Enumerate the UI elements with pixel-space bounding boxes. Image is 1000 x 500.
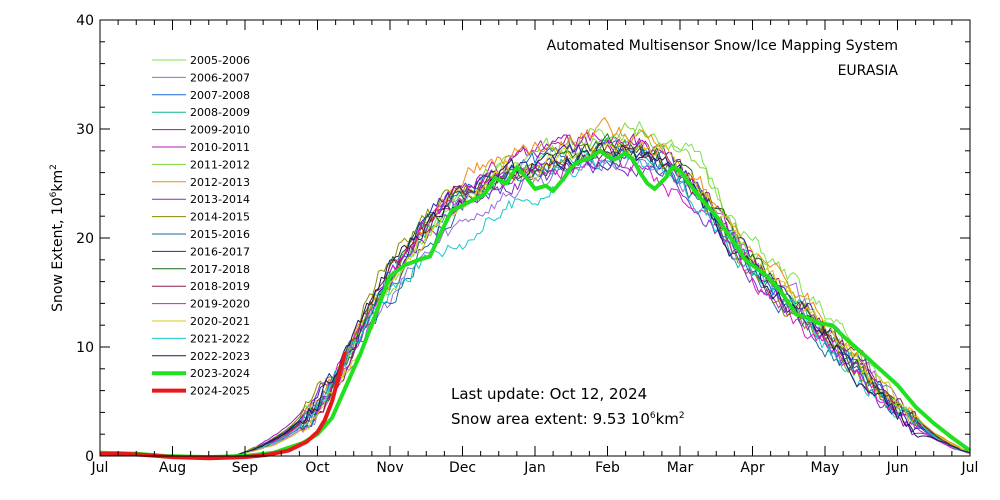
- x-tick-label: Jun: [886, 460, 909, 476]
- snow-area-unit: km: [656, 410, 679, 428]
- legend-label-2005-2006: 2005-2006: [190, 54, 250, 67]
- legend-label-2023-2024: 2023-2024: [190, 367, 250, 380]
- x-tick-label: Nov: [376, 460, 403, 476]
- x-tick-label: Aug: [159, 460, 186, 476]
- legend-label-2020-2021: 2020-2021: [190, 315, 250, 328]
- snow-area-extent-text: Snow area extent: 9.53 106km2: [451, 410, 685, 428]
- legend-label-2013-2014: 2013-2014: [190, 193, 250, 206]
- y-tick-label: 10: [76, 340, 94, 356]
- series-line-2024-2025: [100, 351, 348, 461]
- chart-title: Automated Multisensor Snow/Ice Mapping S…: [547, 38, 898, 54]
- x-tick-label: Sep: [232, 460, 259, 476]
- snow-area-sup1: 6: [650, 411, 656, 421]
- legend-label-2008-2009: 2008-2009: [190, 106, 250, 119]
- x-tick-label: Jul: [91, 460, 109, 476]
- last-update-text: Last update: Oct 12, 2024: [451, 385, 647, 403]
- y-axis-title: Snow Extent, 106km2: [49, 164, 66, 312]
- axes-layer: 0 10 20 30 40 Jul Aug Sep Oct Nov Dec Jan Feb Mar Apr M…: [76, 13, 978, 476]
- legend-label-2006-2007: 2006-2007: [190, 71, 250, 84]
- legend: 2005-2006 2006-2007 2007-2008 2008-2009 2009…: [152, 54, 250, 398]
- legend-label-2021-2022: 2021-2022: [190, 332, 250, 345]
- series-line-2023-2024: [99, 148, 972, 460]
- x-tick-label: Oct: [305, 460, 330, 476]
- legend-label-2024-2025: 2024-2025: [190, 385, 250, 398]
- legend-label-2017-2018: 2017-2018: [190, 263, 250, 276]
- y-axis-title-main: Snow Extent, 10: [50, 197, 66, 312]
- snow-area-label: Snow area extent: 9.53 10: [451, 410, 650, 428]
- legend-label-2019-2020: 2019-2020: [190, 298, 250, 311]
- legend-label-2010-2011: 2010-2011: [190, 141, 250, 154]
- legend-label-2011-2012: 2011-2012: [190, 158, 250, 171]
- legend-label-2007-2008: 2007-2008: [190, 89, 250, 102]
- y-tick-label: 20: [76, 231, 94, 247]
- y-tick-label: 0: [85, 449, 94, 465]
- legend-label-2016-2017: 2016-2017: [190, 245, 250, 258]
- x-tick-label: Mar: [667, 460, 694, 476]
- legend-label-2018-2019: 2018-2019: [190, 280, 250, 293]
- chart-subtitle: EURASIA: [838, 63, 899, 79]
- x-tick-label: Jul: [961, 460, 979, 476]
- y-tick-label: 40: [76, 13, 94, 29]
- y-axis-title-sup1: 6: [49, 191, 59, 197]
- legend-label-2012-2013: 2012-2013: [190, 176, 250, 189]
- legend-label-2009-2010: 2009-2010: [190, 124, 250, 137]
- x-tick-label: Apr: [740, 460, 764, 476]
- legend-label-2014-2015: 2014-2015: [190, 211, 250, 224]
- x-tick-label: Feb: [595, 460, 620, 476]
- x-tick-label: May: [811, 460, 840, 476]
- x-tick-label: Jan: [523, 460, 546, 476]
- legend-label-2022-2023: 2022-2023: [190, 350, 250, 363]
- y-tick-label: 30: [76, 122, 94, 138]
- y-axis-title-sup2: 2: [49, 164, 59, 170]
- y-axis-title-unit: km: [50, 170, 66, 192]
- legend-label-2015-2016: 2015-2016: [190, 228, 250, 241]
- snow-area-sup2: 2: [679, 411, 685, 421]
- x-tick-label: Dec: [449, 460, 476, 476]
